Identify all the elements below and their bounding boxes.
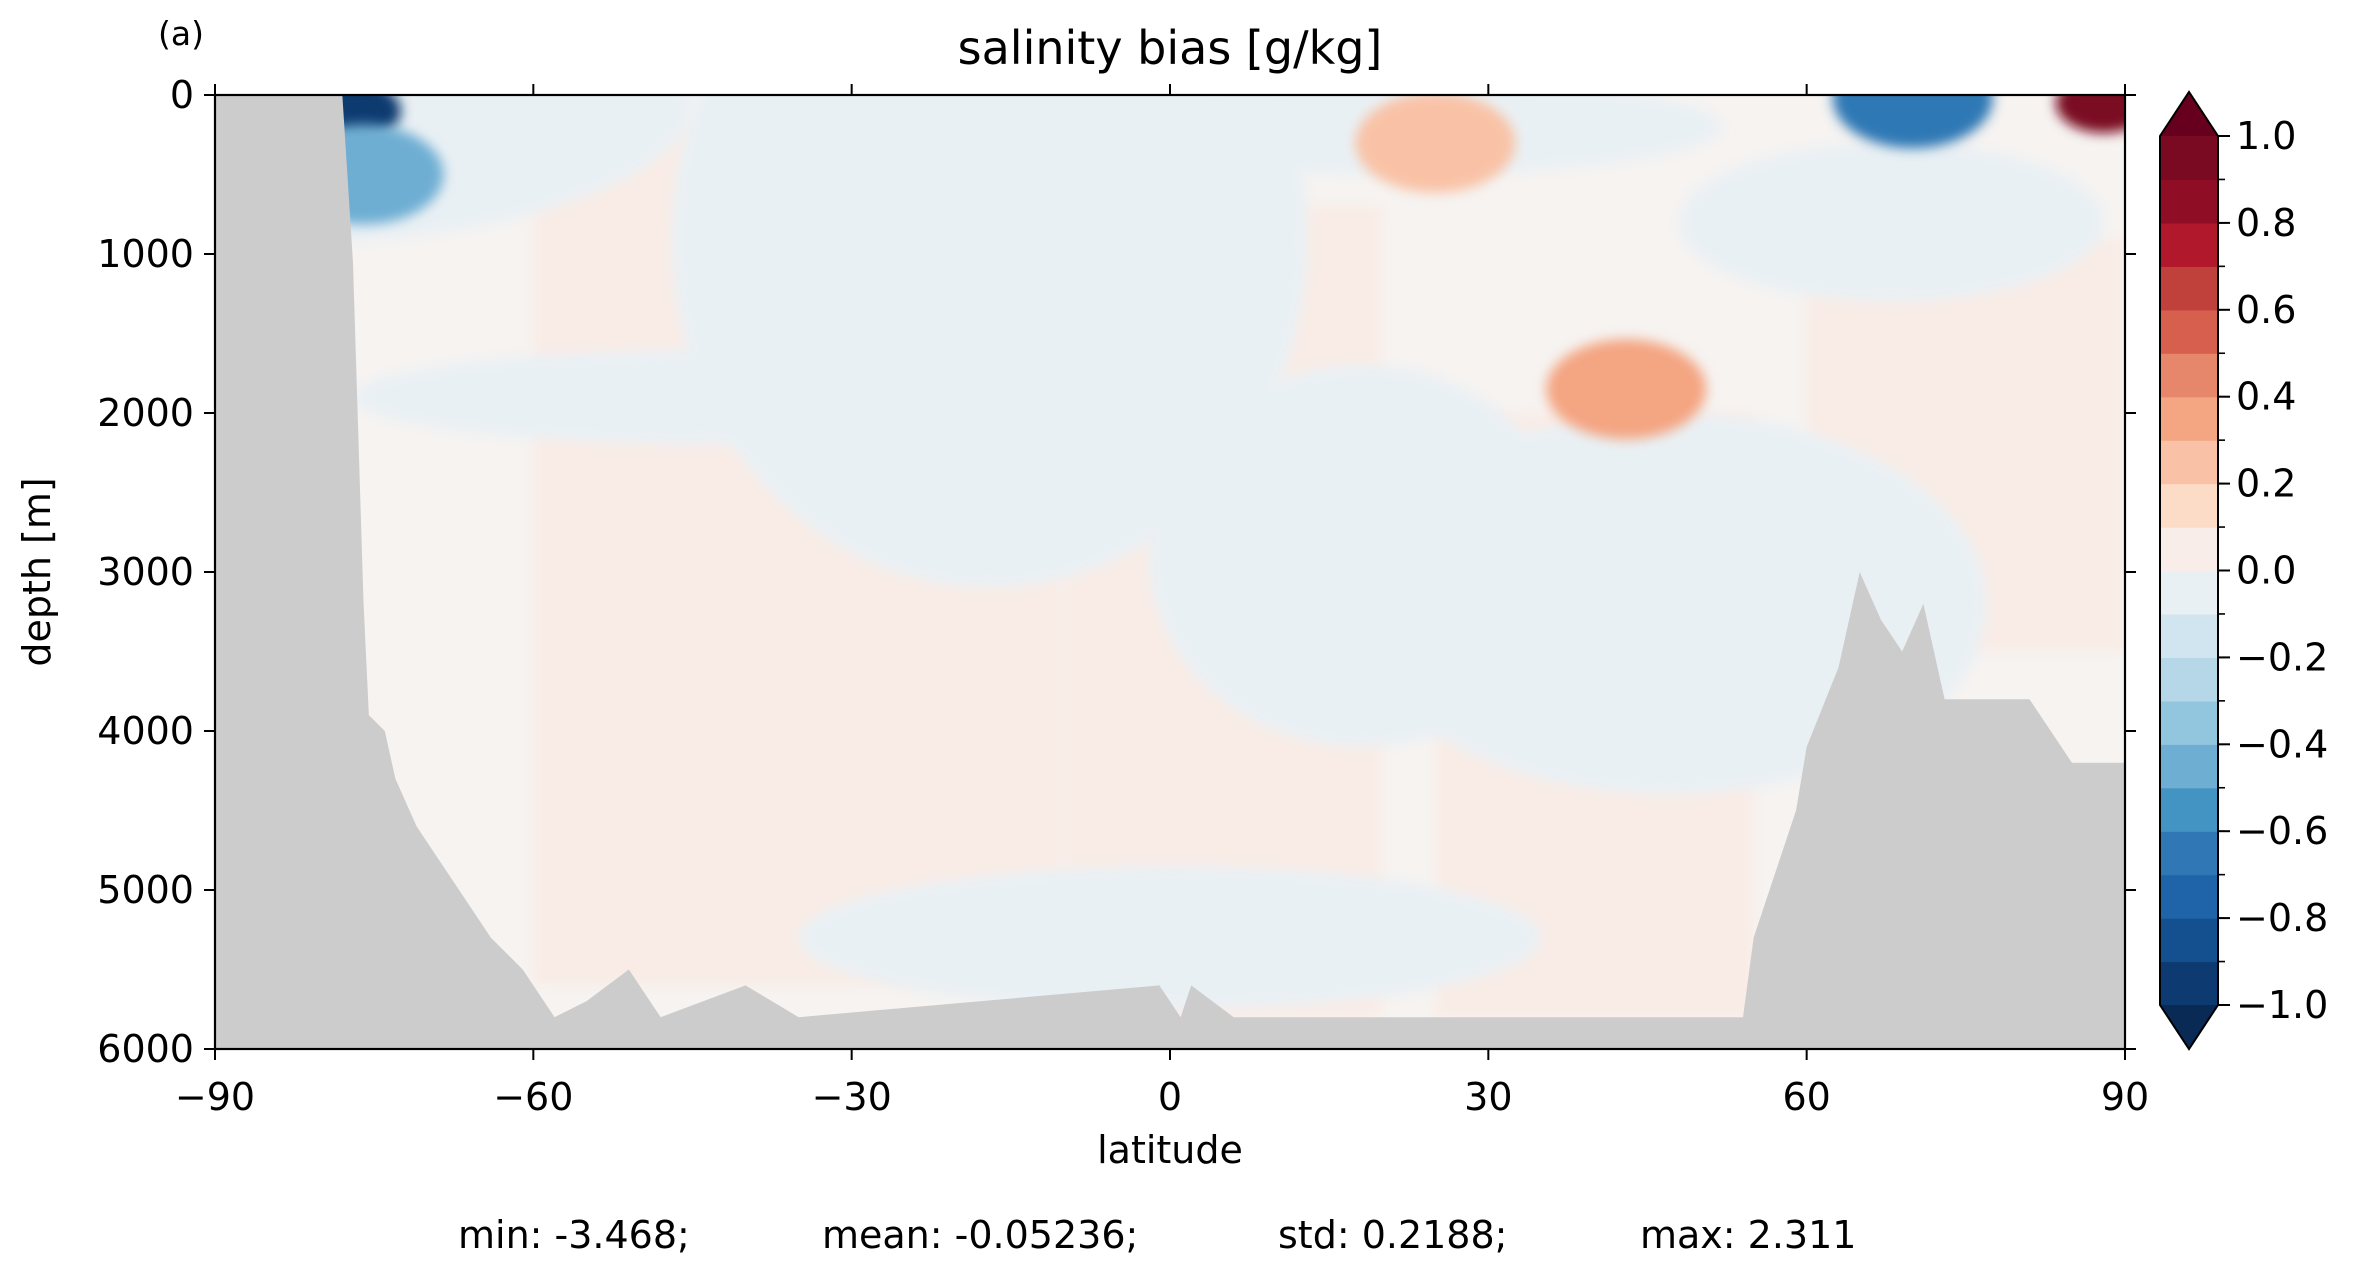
colorbar-segment: [2160, 179, 2218, 224]
field-anomaly: [1832, 95, 1993, 149]
stat-mean: mean: -0.05236;: [822, 1213, 1138, 1257]
colorbar-segment: [2160, 483, 2218, 528]
x-tick-label: 0: [1158, 1075, 1182, 1119]
colorbar-segment: [2160, 700, 2218, 745]
y-tick-label: 1000: [97, 232, 194, 276]
y-tick-label: 5000: [97, 868, 194, 912]
x-tick-label: 60: [1782, 1075, 1830, 1119]
y-tick-label: 6000: [97, 1027, 194, 1071]
x-tick-label: −60: [493, 1075, 573, 1119]
colorbar-segment: [2160, 918, 2218, 963]
y-axis: 0 1000 2000 3000 4000 5000 6000: [97, 73, 2136, 1071]
x-tick-label: −90: [175, 1075, 255, 1119]
colorbar-segment: [2160, 222, 2218, 267]
colorbar-segment: [2160, 787, 2218, 832]
colorbar-over-arrow: [2160, 92, 2218, 136]
colorbar-under-arrow: [2160, 1005, 2218, 1049]
colorbar-segment: [2160, 961, 2218, 1006]
field-anomaly: [1546, 339, 1707, 440]
y-tick-label: 3000: [97, 550, 194, 594]
field-anomaly: [2055, 95, 2125, 133]
chart-title: salinity bias [g/kg]: [958, 21, 1383, 75]
colorbar-tick-label: 0.8: [2236, 201, 2296, 245]
colorbar-segment: [2160, 353, 2218, 398]
colorbar-tick-label: 1.0: [2236, 114, 2296, 158]
colorbar-segment: [2160, 266, 2218, 311]
colorbar-tick-label: 0.4: [2236, 375, 2296, 419]
y-tick-label: 4000: [97, 709, 194, 753]
panel-label: (a): [158, 14, 204, 53]
colorbar-tick-label: −0.8: [2236, 896, 2328, 940]
x-axis-label: latitude: [1097, 1128, 1243, 1172]
x-tick-label: 30: [1464, 1075, 1512, 1119]
colorbar-tick-label: −0.6: [2236, 809, 2328, 853]
colorbar-tick-label: 0.6: [2236, 288, 2296, 332]
colorbar-segment: [2160, 527, 2218, 572]
y-tick-label: 0: [170, 73, 194, 117]
colorbar-tick-label: −0.4: [2236, 722, 2328, 766]
land-mask: [215, 95, 2125, 1049]
colorbar-tick-label: −0.2: [2236, 635, 2328, 679]
colorbar-segment: [2160, 744, 2218, 789]
stat-std: std: 0.2188;: [1278, 1213, 1507, 1257]
colorbar-segment: [2160, 396, 2218, 441]
field-region: [1148, 365, 1574, 747]
colorbar-segment: [2160, 831, 2218, 876]
field-region: [671, 95, 1308, 588]
colorbar-segment: [2160, 136, 2218, 181]
y-tick-label: 2000: [97, 391, 194, 435]
colorbar-segment: [2160, 440, 2218, 485]
field-anomaly: [1355, 95, 1516, 193]
y-axis-label: depth [m]: [15, 477, 59, 666]
colorbar-segment: [2160, 874, 2218, 919]
x-axis: −90 −60 −30 0 30 60 90: [175, 84, 2149, 1119]
salinity-field: [215, 95, 2125, 1018]
stat-max: max: 2.311: [1640, 1213, 1856, 1257]
stat-min: min: -3.468;: [458, 1213, 690, 1257]
plot-area: [215, 95, 2125, 1049]
x-tick-label: 90: [2101, 1075, 2149, 1119]
colorbar: −1.0 −0.8 −0.6 −0.4 −0.2 0.0 0.2 0.4 0.6 0.8 1.0: [2159, 90, 2328, 1051]
colorbar-segment: [2160, 309, 2218, 354]
colorbar-segment: [2160, 570, 2218, 615]
colorbar-segment: [2160, 657, 2218, 702]
colorbar-tick-label: 0.2: [2236, 462, 2296, 506]
colorbar-tick-label: −1.0: [2236, 983, 2328, 1027]
colorbar-tick-label: 0.0: [2236, 549, 2296, 593]
field-region: [798, 866, 1542, 1010]
x-tick-label: −30: [812, 1075, 892, 1119]
stats-row: min: -3.468; mean: -0.05236; std: 0.2188…: [458, 1213, 1856, 1257]
colorbar-segment: [2160, 613, 2218, 658]
field-region: [1679, 142, 2104, 302]
